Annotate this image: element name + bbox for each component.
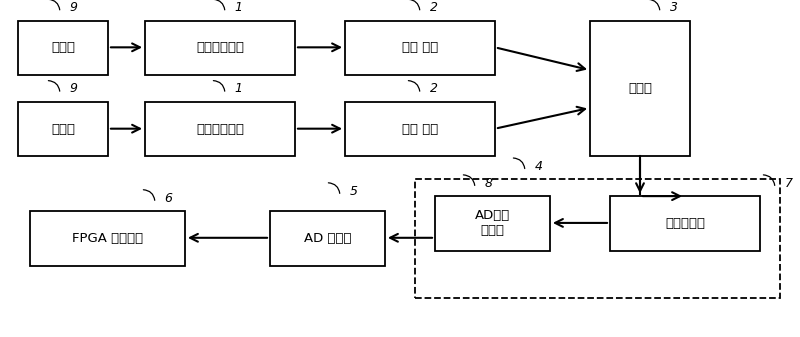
Text: 8: 8 (485, 177, 493, 190)
Text: 低通滤波器: 低通滤波器 (665, 217, 705, 230)
Text: 整形 模块: 整形 模块 (402, 123, 438, 136)
Text: 3: 3 (670, 1, 678, 14)
Text: 1: 1 (234, 83, 242, 95)
Bar (345, 102, 495, 156)
Text: 1: 1 (234, 1, 242, 14)
Text: AD前置
放大器: AD前置 放大器 (475, 209, 510, 237)
Bar (435, 196, 550, 251)
Bar (145, 21, 295, 75)
Text: 5: 5 (350, 185, 358, 197)
Bar (145, 102, 295, 156)
Text: 探测器: 探测器 (51, 123, 75, 136)
Bar (590, 21, 690, 156)
Bar (18, 102, 108, 156)
Text: 2: 2 (430, 1, 438, 14)
Bar (415, 179, 780, 298)
Text: 9: 9 (70, 1, 78, 14)
Bar (270, 211, 385, 266)
Text: 带通滤波模块: 带通滤波模块 (196, 123, 244, 136)
Text: 4: 4 (534, 160, 542, 173)
Text: 6: 6 (165, 191, 173, 205)
Text: FPGA 编程模块: FPGA 编程模块 (72, 232, 143, 245)
Text: 9: 9 (70, 83, 78, 95)
Text: 探测器: 探测器 (51, 41, 75, 54)
Text: 7: 7 (785, 177, 793, 190)
Text: 2: 2 (430, 83, 438, 95)
Text: AD 采集器: AD 采集器 (304, 232, 351, 245)
Text: 整形 模块: 整形 模块 (402, 41, 438, 54)
Bar (30, 211, 185, 266)
Bar (18, 21, 108, 75)
Bar (610, 196, 760, 251)
Bar (345, 21, 495, 75)
Text: 乘法器: 乘法器 (628, 82, 652, 95)
Text: 带通滤波模块: 带通滤波模块 (196, 41, 244, 54)
